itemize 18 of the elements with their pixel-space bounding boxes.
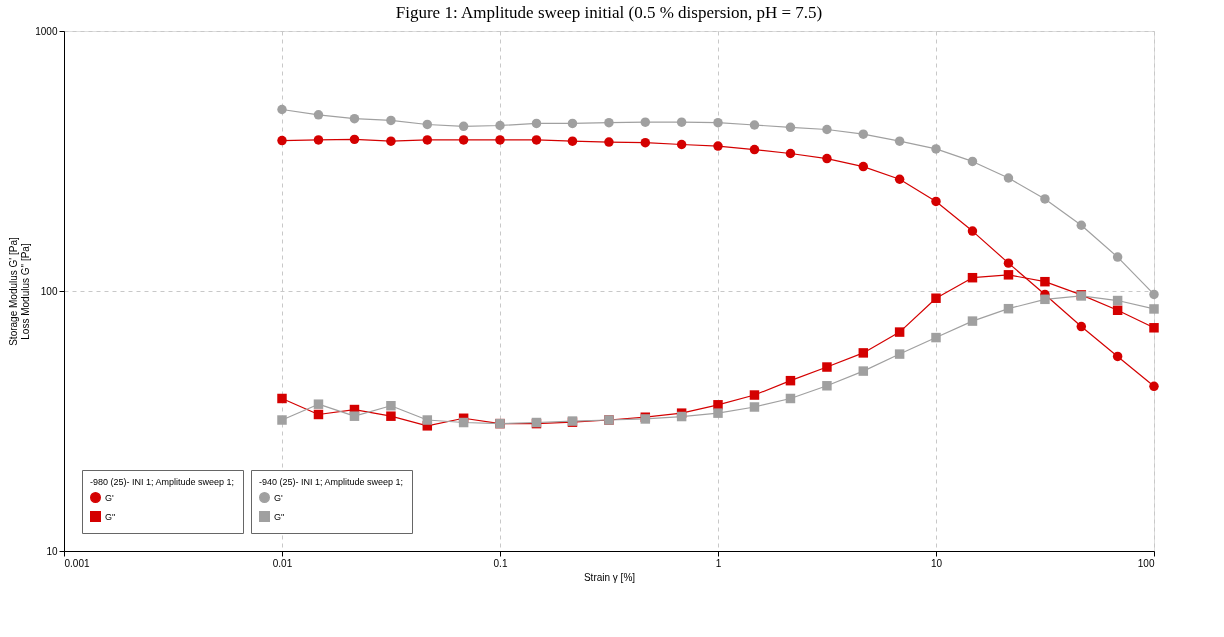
y-axis-title: Storage Modulus G' [Pa] Loss Modulus G" [Pa]	[8, 236, 32, 346]
x-tick-label: 10	[930, 557, 943, 569]
legend-label: G'	[105, 492, 114, 503]
x-axis-title: Strain γ [%]	[583, 571, 636, 583]
y-tick-label: 1000	[35, 25, 58, 37]
y-tick-label: 10	[46, 545, 58, 557]
x-tick-label: 0.1	[493, 557, 508, 569]
annotation: -980 (25)- INI 1; Amplitude sweep 1;	[90, 477, 235, 487]
legend-label: G'	[274, 492, 283, 503]
legend-label: G"	[105, 511, 116, 522]
y-tick-label: 100	[40, 285, 58, 297]
x-tick-label: 0.001	[64, 557, 90, 569]
x-tick-label: 0.01	[272, 557, 293, 569]
x-tick-label: 1	[715, 557, 722, 569]
annotation: -940 (25)- INI 1; Amplitude sweep 1;	[259, 477, 404, 487]
chart-title: Figure 1: Amplitude sweep initial (0.5 % dispersion, pH = 7.5)	[395, 3, 823, 22]
x-tick-label: 100	[1137, 557, 1155, 569]
legend-label: G"	[274, 511, 285, 522]
